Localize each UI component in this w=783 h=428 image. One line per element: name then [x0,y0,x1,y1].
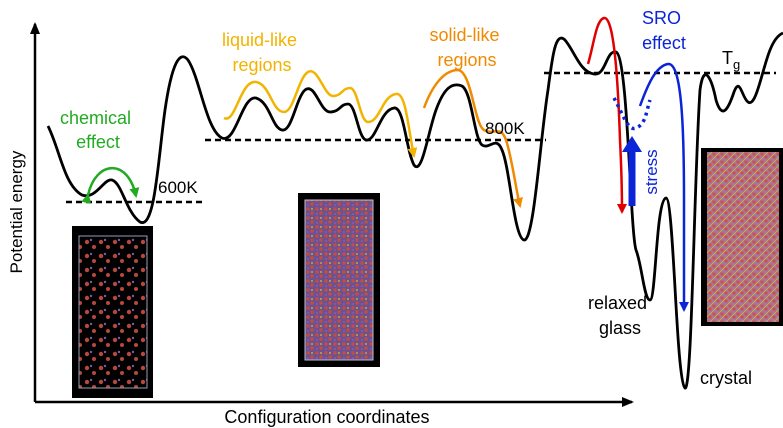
y-axis-label: Potential energy [7,150,26,273]
blue-relaxation-path [638,62,689,312]
solid-like-label: solid-like regions [429,25,504,70]
crystal-label: crystal [700,368,752,388]
snapshot-panel-600k [72,226,153,398]
liquid-like-path [223,70,418,158]
chemical-effect-arrow [81,167,140,204]
blue-dotted-path [612,97,652,131]
snapshot-panel-crystal [701,148,783,326]
liquid-like-label: liquid-like regions [222,30,302,75]
stress-arrow-head [622,136,642,152]
red-quench-path [586,16,627,214]
stress-label: stress [642,149,661,194]
x-axis-label: Configuration coordinates [224,407,429,427]
snapshot-panel-800k [298,193,380,367]
chemical-effect-label: chemical effect [60,108,136,152]
sro-effect-label: SRO effect [642,8,686,53]
relaxed-glass-label: relaxed glass [588,293,652,338]
temp-600k-label: 600K [158,178,198,197]
potential-energy-curve [46,31,783,390]
solid-like-path [422,68,523,208]
tg-label: Tg [722,48,740,72]
temp-800k-label: 800K [485,119,525,138]
